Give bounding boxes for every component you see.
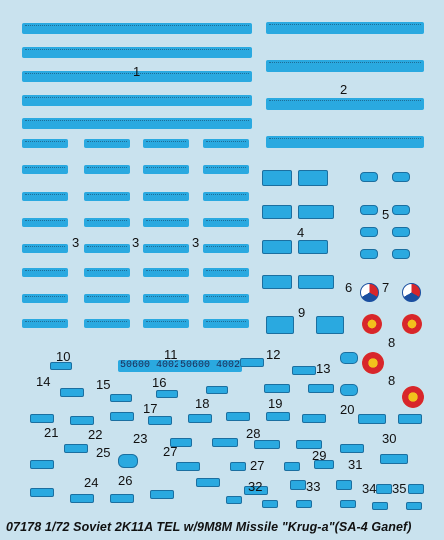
sheet-title: 07178 1/72 Soviet 2K11A TEL w/9M8M Missi… <box>6 520 412 534</box>
serial-number-left: 50600 4002 <box>118 360 183 372</box>
label-17: 17 <box>143 401 158 416</box>
label-28: 28 <box>246 426 261 441</box>
label-25: 25 <box>96 445 111 460</box>
label-32: 32 <box>248 479 263 494</box>
serial-number-right: 50600 4002 <box>178 360 243 372</box>
label-35: 35 <box>392 481 407 496</box>
label-8a: 8 <box>388 335 396 350</box>
label-4: 4 <box>297 225 305 240</box>
label-1: 1 <box>133 64 141 79</box>
label-20: 20 <box>340 402 355 417</box>
label-21: 21 <box>44 425 59 440</box>
label-10: 10 <box>56 349 71 364</box>
label-14: 14 <box>36 374 51 389</box>
label-2: 2 <box>340 82 348 97</box>
label-9: 9 <box>298 305 306 320</box>
label-31: 31 <box>348 457 363 472</box>
label-3a: 3 <box>72 235 80 250</box>
label-33: 33 <box>306 479 321 494</box>
label-26: 26 <box>118 473 133 488</box>
label-19: 19 <box>268 396 283 411</box>
label-12: 12 <box>266 347 281 362</box>
label-5: 5 <box>382 207 390 222</box>
label-30: 30 <box>382 431 397 446</box>
label-13: 13 <box>316 361 331 376</box>
label-34: 34 <box>362 481 377 496</box>
label-3b: 3 <box>132 235 140 250</box>
label-18: 18 <box>195 396 210 411</box>
label-15: 15 <box>96 377 111 392</box>
label-7: 7 <box>382 280 390 295</box>
label-27a: 27 <box>163 444 178 459</box>
label-3c: 3 <box>192 235 200 250</box>
label-24: 24 <box>84 475 99 490</box>
label-22: 22 <box>88 427 103 442</box>
label-11: 11 <box>164 347 178 362</box>
label-27b: 27 <box>250 458 265 473</box>
label-29: 29 <box>312 448 327 463</box>
label-16: 16 <box>152 375 167 390</box>
label-6: 6 <box>345 280 353 295</box>
label-8b: 8 <box>388 373 396 388</box>
label-23: 23 <box>133 431 148 446</box>
